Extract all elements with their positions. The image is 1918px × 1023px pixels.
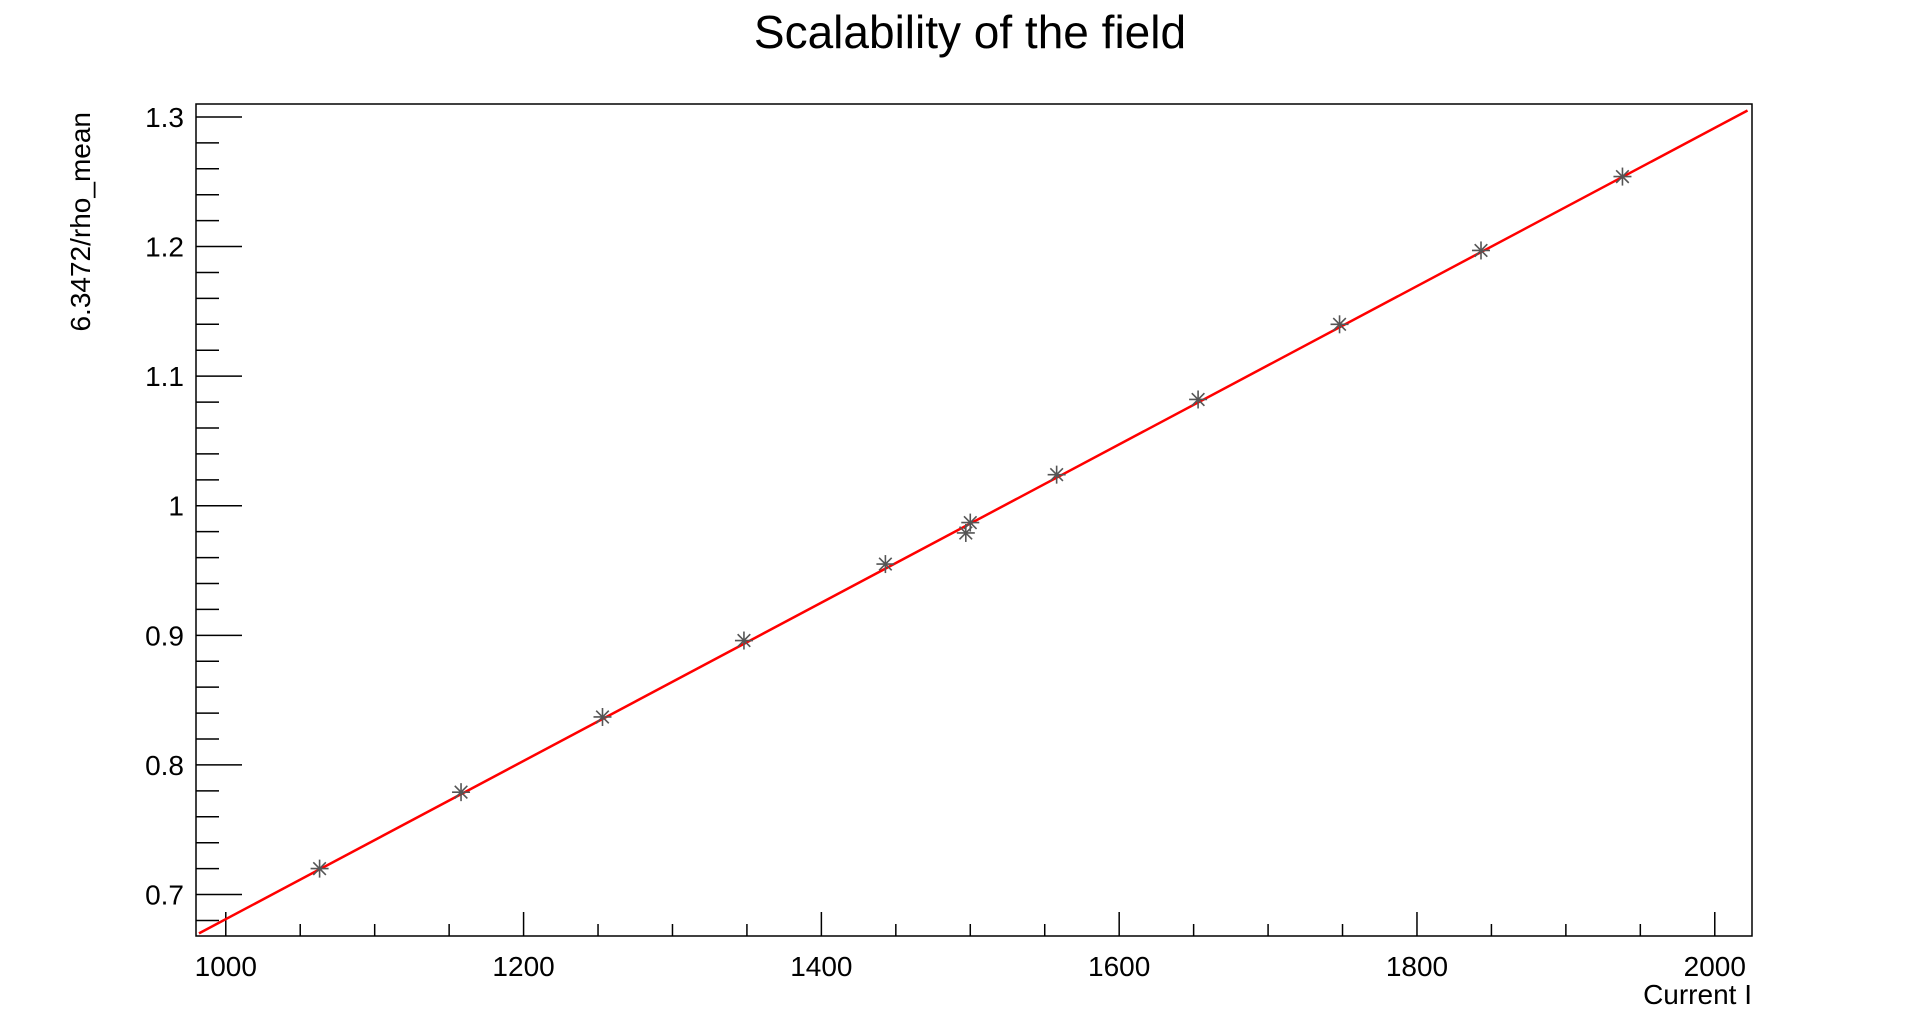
data-point-marker (593, 707, 612, 726)
x-tick-label: 1800 (1386, 951, 1448, 982)
data-point-marker (1047, 465, 1066, 484)
x-tick-label: 1600 (1088, 951, 1150, 982)
y-tick-label: 1 (168, 491, 184, 522)
x-axis: 1000 1200 1400 1600 1800 2000 (195, 912, 1746, 982)
marker-stroke (595, 710, 610, 724)
marker-stroke (1332, 317, 1347, 332)
data-point-marker (1330, 315, 1349, 334)
data-point-marker (452, 783, 471, 802)
marker-stroke (963, 515, 978, 530)
marker-stroke (1191, 392, 1205, 407)
data-point-marker (876, 555, 895, 574)
data-point-marker (1189, 390, 1208, 409)
data-point-marker (734, 631, 753, 650)
y-axis-label: 6.3472/rho_mean (65, 112, 96, 332)
marker-stroke (1049, 467, 1064, 482)
x-tick-label: 1000 (195, 951, 257, 982)
marker-stroke (454, 785, 468, 800)
y-axis: 0.7 0.8 0.9 1 1.1 1.2 1.3 (145, 102, 242, 922)
x-axis-label: Current I (1643, 979, 1752, 1010)
marker-stroke (312, 861, 327, 876)
y-tick-label: 0.8 (145, 750, 184, 781)
marker-stroke (1474, 243, 1488, 258)
y-tick-label: 0.9 (145, 620, 184, 651)
x-tick-label: 1400 (790, 951, 852, 982)
y-tick-label: 1.1 (145, 361, 184, 392)
marker-stroke (737, 633, 751, 648)
chart-title: Scalability of the field (754, 6, 1186, 58)
data-point-marker (1472, 241, 1491, 260)
data-point-marker (1613, 167, 1632, 186)
y-tick-label: 0.7 (145, 880, 184, 911)
data-point-marker (310, 859, 329, 878)
marker-stroke (1615, 169, 1630, 184)
marker-stroke (878, 557, 893, 571)
data-point-marker (961, 513, 980, 532)
x-tick-label: 2000 (1684, 951, 1746, 982)
y-tick-label: 1.2 (145, 232, 184, 263)
data-points (310, 167, 1632, 878)
plot-frame (195, 103, 1753, 937)
y-tick-label: 1.3 (145, 102, 184, 133)
x-tick-label: 1200 (492, 951, 554, 982)
